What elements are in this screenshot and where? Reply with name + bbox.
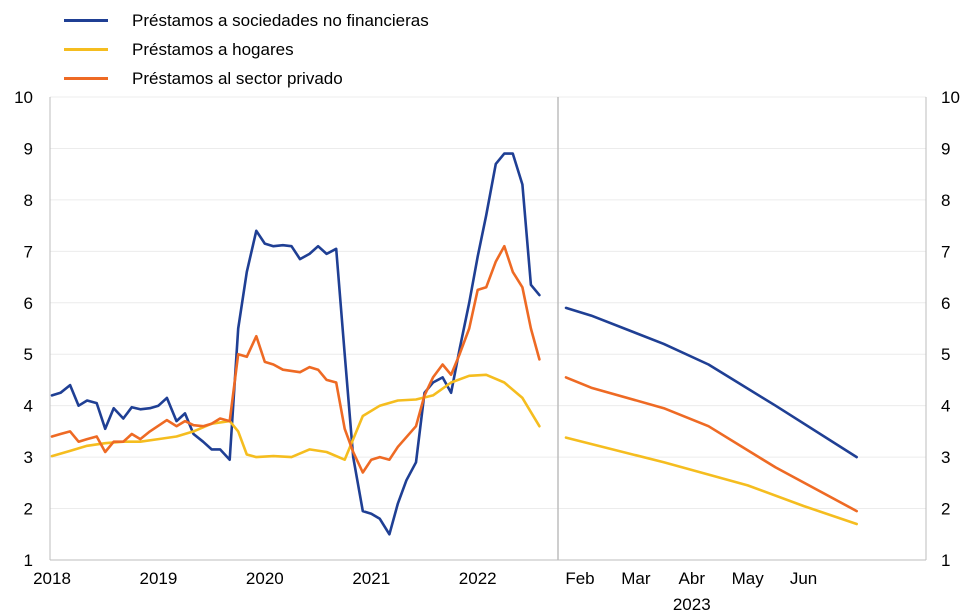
legend-item-households: Préstamos a hogares [64,35,429,64]
legend-label-households: Préstamos a hogares [132,39,294,59]
x-tick-Mar: Mar [621,569,651,588]
series-line-historical-2 [50,244,541,474]
y-tick-right-3: 3 [941,448,950,467]
x-axis-year-label: 2023 [673,595,711,614]
series-line-projection-0 [564,306,858,459]
y-tick-right-1: 1 [941,551,950,570]
x-tick-2019: 2019 [140,569,178,588]
y-tick-left-9: 9 [24,139,33,158]
series-line-projection-2 [564,376,858,513]
x-tick-2021: 2021 [352,569,390,588]
x-tick-Feb: Feb [565,569,594,588]
x-tick-2022: 2022 [459,569,497,588]
legend-item-private-sector: Préstamos al sector privado [64,64,429,93]
legend-label-nfc: Préstamos a sociedades no financieras [132,10,429,30]
y-tick-left-8: 8 [24,191,33,210]
y-tick-left-6: 6 [24,294,33,313]
x-tick-Jun: Jun [790,569,817,588]
y-tick-left-3: 3 [24,448,33,467]
y-tick-right-4: 4 [941,397,950,416]
y-tick-right-2: 2 [941,500,950,519]
legend-swatch-private-sector [64,77,108,80]
series-line-historical-0 [50,152,541,536]
y-tick-right-5: 5 [941,345,950,364]
legend: Préstamos a sociedades no financieras Pr… [64,6,429,93]
y-tick-left-4: 4 [24,397,33,416]
x-tick-Abr: Abr [679,569,706,588]
y-tick-left-1: 1 [24,551,33,570]
legend-label-private-sector: Préstamos al sector privado [132,68,343,88]
y-tick-right-8: 8 [941,191,950,210]
x-tick-2020: 2020 [246,569,284,588]
y-tick-right-7: 7 [941,242,950,261]
y-tick-left-10: 10 [14,88,33,107]
legend-swatch-nfc [64,19,108,22]
y-tick-right-6: 6 [941,294,950,313]
y-tick-left-2: 2 [24,500,33,519]
y-tick-left-7: 7 [24,242,33,261]
y-tick-right-10: 10 [941,88,960,107]
y-tick-right-9: 9 [941,139,950,158]
series-line-historical-1 [50,373,541,461]
x-tick-2018: 2018 [33,569,71,588]
legend-swatch-households [64,48,108,51]
x-tick-May: May [732,569,765,588]
legend-item-nfc: Préstamos a sociedades no financieras [64,6,429,35]
y-tick-left-5: 5 [24,345,33,364]
series-line-projection-1 [564,436,858,526]
